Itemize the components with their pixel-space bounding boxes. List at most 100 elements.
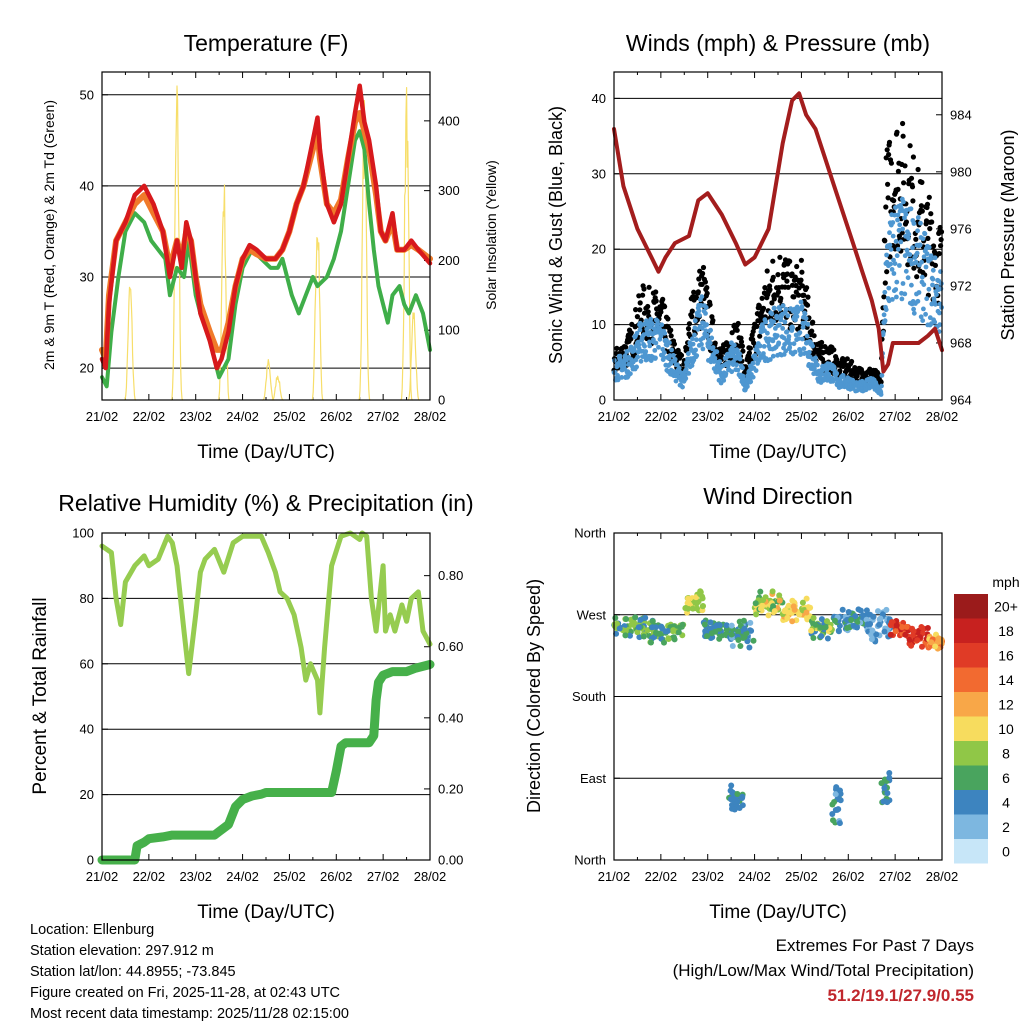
- gust-point: [700, 264, 707, 271]
- station-info: Location: Ellenburg Station elevation: 2…: [30, 920, 349, 1025]
- y-tick-label-left: 60: [80, 656, 94, 671]
- wind-point: [906, 231, 912, 237]
- direction-point: [665, 636, 672, 642]
- y-tick-label-left: 40: [80, 722, 94, 737]
- wind-point: [714, 349, 720, 355]
- wind-point: [887, 230, 892, 236]
- gust-point: [798, 257, 805, 263]
- direction-point: [881, 785, 888, 791]
- direction-point: [884, 799, 891, 806]
- direction-point: [735, 637, 742, 643]
- gust-point: [777, 254, 783, 260]
- wind-point: [685, 351, 691, 357]
- gust-point: [804, 285, 810, 291]
- x-tick-label: 28/02: [414, 869, 447, 884]
- gust-point: [886, 139, 893, 145]
- y-tick-label-left: 20: [80, 787, 94, 802]
- x-tick-label: 22/02: [133, 869, 166, 884]
- wind-point: [704, 332, 710, 338]
- gust-point: [634, 314, 641, 320]
- gust-point: [646, 284, 652, 290]
- wind-point: [785, 313, 791, 319]
- wind-point: [673, 378, 679, 384]
- direction-point: [679, 621, 686, 628]
- gust-point: [878, 379, 884, 385]
- direction-point: [702, 628, 709, 635]
- wind-point: [653, 340, 659, 346]
- gust-point: [799, 269, 805, 275]
- gust-point: [799, 283, 806, 289]
- wind-point: [892, 261, 898, 266]
- wind-point: [895, 246, 901, 252]
- speed-legend-swatch: [954, 765, 988, 790]
- gust-point: [614, 345, 620, 351]
- temperature-xlabel: Time (Day/UTC): [197, 442, 335, 463]
- direction-point: [848, 617, 855, 623]
- wind-point: [777, 306, 783, 312]
- y-tick-label-right: 976: [950, 221, 972, 236]
- wind-point: [806, 349, 812, 355]
- wind-point: [920, 318, 926, 323]
- direction-point: [746, 644, 753, 651]
- gust-point: [640, 292, 646, 298]
- speed-legend-swatch: [954, 814, 988, 839]
- direction-point: [729, 643, 736, 649]
- wind-point: [917, 242, 923, 248]
- y-tick-label-left: 20: [592, 242, 606, 257]
- direction-point: [873, 631, 880, 638]
- gust-point: [909, 184, 916, 190]
- gust-point: [891, 198, 897, 204]
- speed-legend-label: 10: [998, 721, 1014, 737]
- x-tick-label: 25/02: [273, 869, 306, 884]
- direction-point: [886, 770, 893, 776]
- wind-point: [628, 371, 633, 377]
- wind-point: [894, 294, 899, 300]
- wind-point: [883, 307, 889, 313]
- direction-point: [817, 624, 824, 631]
- wind-point: [900, 281, 906, 286]
- direction-point: [634, 629, 641, 636]
- gust-point: [767, 287, 773, 293]
- direction-point: [622, 632, 629, 639]
- gust-point: [775, 272, 781, 278]
- direction-point: [747, 619, 754, 626]
- direction-point: [707, 619, 714, 626]
- gust-point: [628, 330, 634, 336]
- y-tick-label-left: 30: [80, 270, 94, 285]
- recent-timestamp: Most recent data timestamp: 2025/11/28 0…: [30, 1006, 349, 1022]
- wind-point: [889, 267, 895, 272]
- direction-point: [928, 639, 935, 646]
- x-tick-label: 27/02: [367, 869, 400, 884]
- humidity-ylabel-left: Percent & Total Rainfall: [30, 597, 51, 794]
- gust-point: [756, 303, 762, 309]
- wind-point: [783, 348, 789, 354]
- wind-point: [880, 330, 886, 335]
- wind-point: [756, 350, 762, 356]
- wind-point: [794, 314, 800, 319]
- direction-point: [883, 606, 890, 613]
- wind-point: [924, 251, 930, 257]
- wind-point: [893, 239, 899, 244]
- direction-point: [682, 605, 689, 611]
- wind-point: [911, 306, 916, 312]
- y-tick-label-left: West: [577, 607, 607, 622]
- speed-legend-label: 2: [1002, 819, 1010, 835]
- direction-point: [932, 643, 939, 650]
- humidity-line: [99, 530, 433, 716]
- wind-point: [932, 255, 938, 261]
- wind-point: [913, 259, 919, 265]
- wind-point: [882, 318, 888, 324]
- wind-point: [800, 336, 805, 342]
- gust-point: [704, 285, 710, 291]
- speed-legend-label: 8: [1002, 745, 1010, 761]
- gust-point: [910, 154, 917, 160]
- wind-point: [791, 341, 797, 347]
- x-tick-label: 22/02: [645, 409, 678, 424]
- wind-point: [928, 253, 934, 259]
- wind-point: [787, 345, 793, 350]
- speed-legend-swatch: [954, 643, 988, 668]
- direction-point: [753, 611, 760, 618]
- wind-point: [786, 334, 792, 339]
- direction-point: [906, 636, 913, 643]
- gust-point: [936, 251, 942, 257]
